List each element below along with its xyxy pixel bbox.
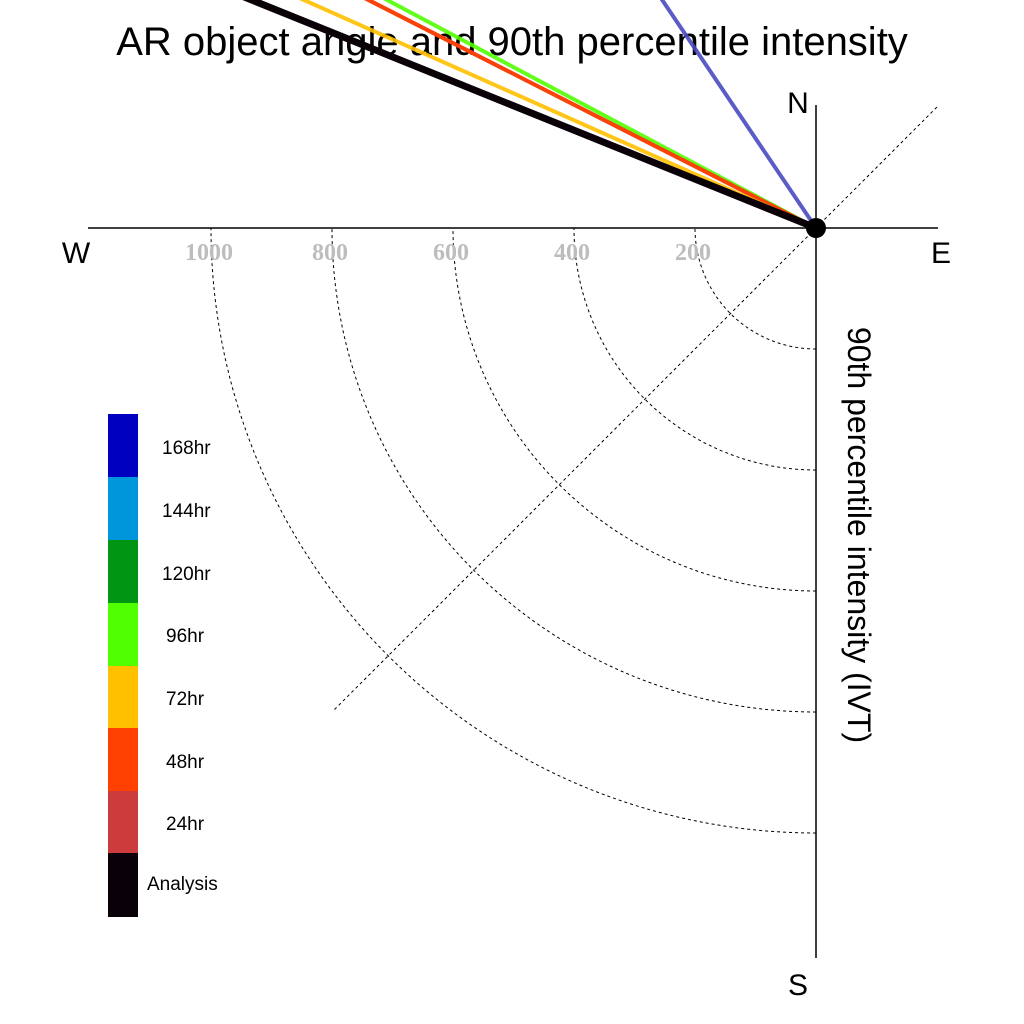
legend-swatch xyxy=(108,728,138,792)
legend-swatch xyxy=(108,603,138,667)
tick-label: 800 xyxy=(312,240,348,266)
grid-arc xyxy=(573,227,817,471)
y-axis-label: 90th percentile intensity (IVT) xyxy=(841,327,877,743)
south-label: S xyxy=(788,969,808,1002)
grid-arc xyxy=(210,227,817,834)
west-label: W xyxy=(62,237,91,270)
legend-swatch xyxy=(108,540,138,604)
grid xyxy=(210,227,817,834)
legend-labels: 168hr 144hr 120hr 96hr 72hr 48hr 24hr An… xyxy=(147,438,218,895)
grid-diagonal xyxy=(332,227,817,712)
grid-arc xyxy=(331,227,817,713)
legend-swatch xyxy=(108,477,138,541)
tick-label: 400 xyxy=(554,240,590,266)
origin-point xyxy=(806,218,826,238)
legend-label: 168hr xyxy=(162,438,211,459)
series-line-72hr xyxy=(298,0,818,230)
legend: 168hr 144hr 120hr 96hr 72hr 48hr 24hr An… xyxy=(108,414,218,917)
diagonal-guide xyxy=(815,105,939,229)
legend-label: 24hr xyxy=(166,814,205,835)
legend-label: 120hr xyxy=(162,564,211,585)
tick-label: 1000 xyxy=(185,240,233,266)
legend-swatch xyxy=(108,414,138,478)
series-lines xyxy=(242,0,820,232)
legend-swatch xyxy=(108,853,138,917)
axes xyxy=(88,105,939,958)
east-label: E xyxy=(931,237,951,270)
legend-label: 144hr xyxy=(162,501,211,522)
series-line-168hr xyxy=(659,0,818,230)
series-line-analysis xyxy=(242,0,820,232)
legend-label: 48hr xyxy=(166,752,205,773)
legend-label: Analysis xyxy=(147,874,218,895)
legend-swatch xyxy=(108,791,138,855)
north-label: N xyxy=(787,87,809,120)
grid-arc xyxy=(694,227,817,350)
chart-title: AR object angle and 90th percentile inte… xyxy=(116,20,908,64)
tick-label: 600 xyxy=(433,240,469,266)
series-line-48hr xyxy=(364,0,818,230)
legend-label: 96hr xyxy=(166,626,205,647)
legend-swatch xyxy=(108,666,138,730)
tick-label: 200 xyxy=(675,240,711,266)
legend-swatches xyxy=(108,414,138,917)
radial-tick-labels: 200 400 600 800 1000 xyxy=(185,240,711,266)
legend-label: 72hr xyxy=(166,689,205,710)
series-overlay xyxy=(806,218,826,238)
